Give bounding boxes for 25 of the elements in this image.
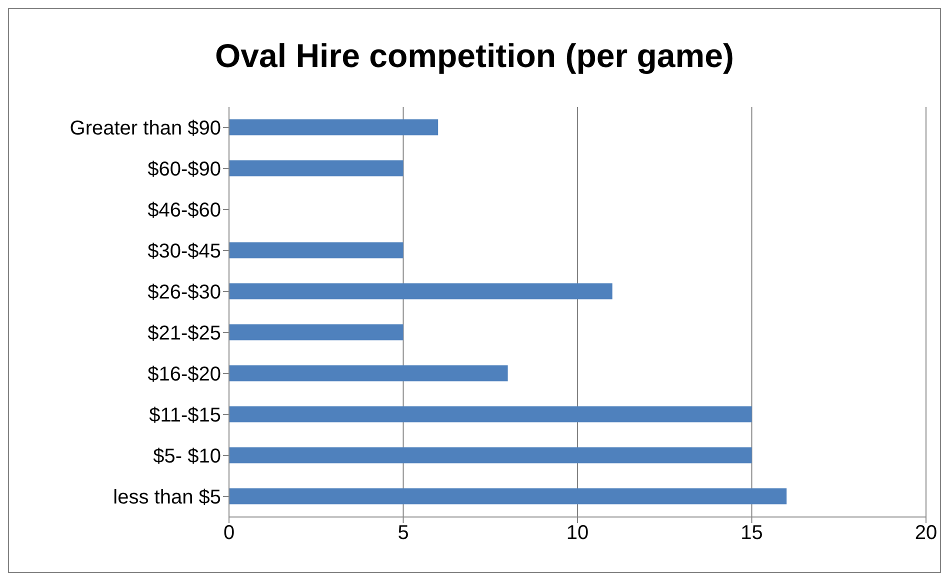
bar	[229, 160, 404, 176]
bar	[229, 283, 612, 300]
x-tick-label: 20	[914, 522, 938, 544]
bar	[229, 488, 787, 504]
x-tick-label: 5	[398, 522, 409, 544]
x-tick-label: 0	[223, 522, 235, 544]
x-tick-label: 15	[740, 522, 763, 544]
bar	[229, 119, 438, 136]
bar	[229, 365, 508, 382]
y-tick-label: less than $5	[113, 486, 221, 509]
bar	[229, 447, 752, 464]
y-tick-label: Greater than $90	[70, 118, 221, 140]
chart-title: Oval Hire competition (per game)	[214, 37, 735, 76]
bar	[229, 324, 404, 340]
y-tick-label: $30-$45	[148, 240, 221, 263]
bar	[229, 242, 404, 258]
y-tick-label: $5- $10	[153, 446, 221, 468]
x-tick-label: 10	[566, 522, 589, 544]
bar	[229, 406, 752, 422]
y-tick-label: $21-$25	[148, 322, 221, 345]
y-tick-label: $60-$90	[148, 158, 221, 181]
y-tick-label: $46-$60	[148, 200, 221, 222]
y-tick-label: $16-$20	[148, 364, 221, 386]
y-tick-label: $11-$15	[149, 404, 221, 427]
y-tick-label: $26-$30	[148, 282, 221, 304]
